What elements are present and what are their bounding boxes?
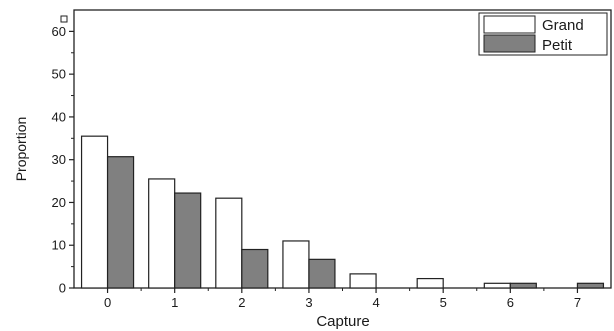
y-tick-label: 40 (52, 109, 66, 124)
legend-label-petit: Petit (542, 37, 573, 54)
bar-grand (483, 282, 511, 289)
legend: Grand Petit (478, 12, 608, 56)
bar-petit (241, 248, 269, 289)
y-axis: 0 10 20 30 40 50 60 (52, 24, 74, 296)
x-tick-label: 1 (171, 295, 178, 310)
bar-grand (416, 277, 444, 289)
x-tick-label: 2 (238, 295, 245, 310)
bar-grand (282, 240, 310, 289)
legend-label-grand: Grand (542, 17, 584, 34)
corner-marker (60, 15, 68, 23)
bar-petit (308, 258, 336, 289)
x-tick-label: 6 (507, 295, 514, 310)
bar-petit (576, 282, 605, 289)
bar-grand (148, 178, 176, 289)
y-tick-label: 60 (52, 24, 66, 39)
y-tick-label: 10 (52, 238, 66, 253)
bar-petit (174, 192, 202, 289)
x-tick-label: 7 (574, 295, 581, 310)
x-axis-label: Capture (316, 313, 369, 330)
x-axis: 0 1 2 3 4 5 6 7 (104, 288, 581, 310)
bar-petit (106, 156, 135, 289)
x-tick-label: 3 (305, 295, 312, 310)
y-tick-label: 30 (52, 152, 66, 167)
x-tick-label: 5 (440, 295, 447, 310)
y-tick-label: 20 (52, 195, 66, 210)
y-axis-label: Proportion (13, 117, 29, 182)
bar-grand (80, 135, 109, 289)
y-tick-label: 0 (59, 281, 66, 296)
bar-petit (509, 282, 537, 289)
legend-swatch-petit (483, 34, 536, 53)
x-tick-label: 0 (104, 295, 111, 310)
bar-grand (215, 197, 243, 289)
bars (80, 135, 605, 289)
legend-swatch-grand (483, 15, 536, 34)
bar-grand (349, 273, 377, 289)
y-tick-label: 50 (52, 67, 66, 82)
x-tick-label: 4 (372, 295, 379, 310)
